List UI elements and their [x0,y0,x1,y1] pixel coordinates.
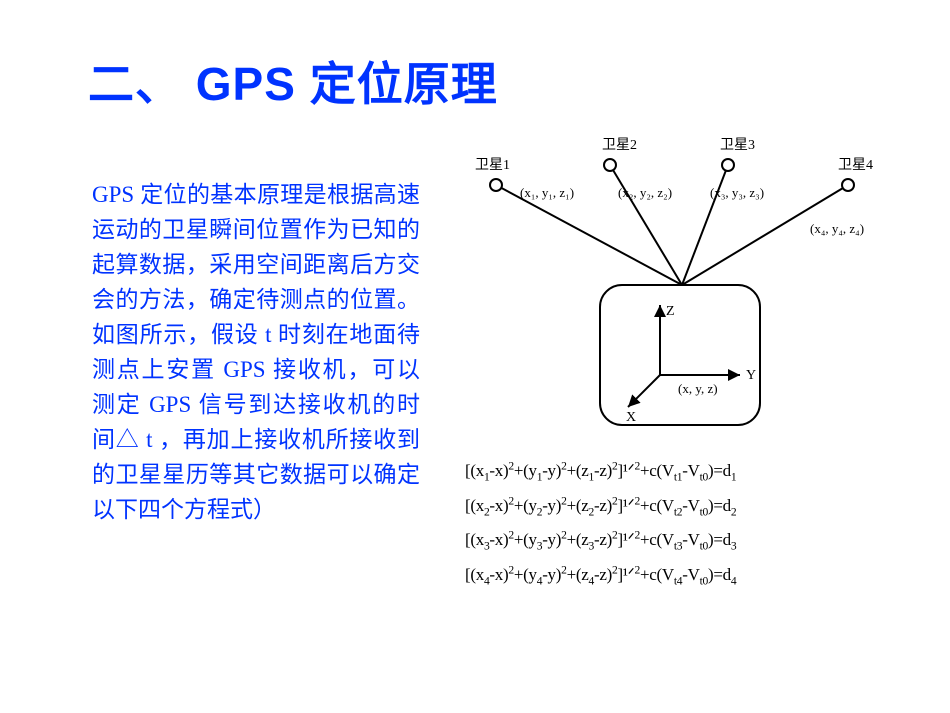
svg-text:X: X [626,410,636,425]
svg-text:卫星1: 卫星1 [475,158,510,173]
svg-text:(x₂, y₂, z₂): (x₂, y₂, z₂) [618,185,672,200]
svg-text:(x₃, y₃, z₃): (x₃, y₃, z₃) [710,185,764,200]
body-paragraph: GPS 定位的基本原理是根据高速运动的卫星瞬间位置作为已知的起算数据，采用空间距… [92,178,420,528]
equations-block: [(x1-x)2+(y1-y)2+(z1-z)2]¹ᐟ2+c(Vt1-Vt0)=… [465,454,905,592]
svg-text:卫星4: 卫星4 [838,158,873,173]
equation-1: [(x1-x)2+(y1-y)2+(z1-z)2]¹ᐟ2+c(Vt1-Vt0)=… [465,454,905,489]
svg-text:(x₁, y₁, z₁): (x₁, y₁, z₁) [520,185,574,200]
svg-text:卫星2: 卫星2 [602,138,637,153]
svg-text:卫星3: 卫星3 [720,138,755,153]
svg-text:(x, y, z): (x, y, z) [678,381,718,396]
slide: 二、 GPS 定位原理 GPS 定位的基本原理是根据高速运动的卫星瞬间位置作为已… [0,0,950,713]
slide-title: 二、 GPS 定位原理 [88,48,498,114]
equation-3: [(x3-x)2+(y3-y)2+(z3-z)2]¹ᐟ2+c(Vt3-Vt0)=… [465,523,905,558]
svg-text:Z: Z [666,304,675,319]
svg-text:(x₄, y₄, z₄): (x₄, y₄, z₄) [810,221,864,236]
gps-diagram: 卫星1 (x₁, y₁, z₁) 卫星2 (x₂, y₂, z₂) 卫星3 (x₃, y₃… [460,135,900,445]
svg-text:Y: Y [746,368,756,383]
equation-4: [(x4-x)2+(y4-y)2+(z4-z)2]¹ᐟ2+c(Vt4-Vt0)=… [465,558,905,593]
equation-2: [(x2-x)2+(y2-y)2+(z2-z)2]¹ᐟ2+c(Vt2-Vt0)=… [465,489,905,524]
